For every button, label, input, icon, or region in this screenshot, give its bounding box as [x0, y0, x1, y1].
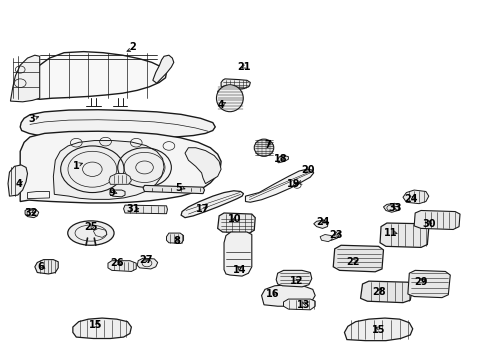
Polygon shape: [109, 174, 131, 184]
Polygon shape: [8, 165, 27, 196]
Text: 7: 7: [264, 140, 271, 150]
Polygon shape: [221, 79, 250, 90]
Text: 29: 29: [413, 277, 427, 287]
Text: 4: 4: [217, 100, 224, 110]
Text: 24: 24: [315, 217, 328, 227]
Polygon shape: [73, 318, 131, 338]
Text: 16: 16: [265, 289, 279, 299]
Polygon shape: [407, 270, 449, 298]
Text: 30: 30: [421, 219, 435, 229]
Polygon shape: [153, 55, 173, 83]
Text: 31: 31: [126, 204, 140, 215]
Text: 12: 12: [290, 276, 303, 286]
Text: 20: 20: [301, 165, 314, 175]
Polygon shape: [20, 110, 215, 139]
Polygon shape: [25, 209, 39, 218]
Polygon shape: [383, 203, 399, 212]
Text: 21: 21: [237, 62, 251, 72]
Text: 32: 32: [24, 208, 38, 218]
Text: 9: 9: [108, 188, 115, 198]
Polygon shape: [277, 156, 288, 163]
Polygon shape: [402, 190, 428, 204]
Polygon shape: [332, 245, 383, 272]
Text: 5: 5: [175, 183, 182, 193]
Text: 23: 23: [329, 230, 342, 239]
Polygon shape: [217, 213, 255, 233]
Polygon shape: [166, 233, 183, 243]
Text: 1: 1: [73, 161, 80, 171]
Polygon shape: [20, 131, 221, 203]
Text: 13: 13: [297, 300, 310, 310]
Ellipse shape: [68, 221, 114, 245]
Text: 18: 18: [274, 154, 287, 164]
Text: 28: 28: [371, 287, 385, 297]
Text: 6: 6: [37, 262, 44, 272]
Polygon shape: [261, 285, 315, 306]
Text: 33: 33: [387, 203, 401, 213]
Text: 11: 11: [383, 228, 397, 238]
Polygon shape: [360, 281, 412, 303]
Text: 15: 15: [89, 320, 102, 330]
Polygon shape: [10, 55, 40, 102]
Text: 22: 22: [346, 257, 359, 267]
Text: 14: 14: [232, 265, 246, 275]
Polygon shape: [344, 318, 412, 341]
Text: 25: 25: [84, 222, 98, 232]
Polygon shape: [143, 185, 204, 194]
Polygon shape: [184, 148, 221, 184]
Polygon shape: [379, 223, 428, 247]
Polygon shape: [27, 51, 166, 99]
Polygon shape: [245, 169, 313, 202]
Polygon shape: [181, 191, 243, 218]
Polygon shape: [313, 220, 328, 228]
Text: 24: 24: [404, 194, 417, 204]
Polygon shape: [283, 299, 315, 310]
Polygon shape: [224, 232, 251, 276]
Polygon shape: [108, 261, 136, 271]
Text: 17: 17: [196, 204, 209, 215]
Text: 3: 3: [28, 114, 35, 124]
Ellipse shape: [216, 85, 243, 112]
Polygon shape: [276, 270, 311, 287]
Polygon shape: [53, 140, 163, 199]
Ellipse shape: [254, 139, 273, 156]
Text: 27: 27: [139, 255, 152, 265]
Polygon shape: [137, 258, 158, 269]
Text: 2: 2: [129, 42, 136, 52]
Polygon shape: [320, 234, 331, 242]
Text: 8: 8: [173, 236, 180, 246]
Polygon shape: [413, 211, 459, 229]
Text: 10: 10: [227, 215, 241, 224]
Polygon shape: [35, 260, 58, 274]
Text: 26: 26: [110, 258, 123, 268]
Text: 4: 4: [16, 179, 22, 189]
Text: 19: 19: [286, 179, 300, 189]
Text: 15: 15: [371, 325, 385, 335]
Polygon shape: [123, 205, 167, 214]
